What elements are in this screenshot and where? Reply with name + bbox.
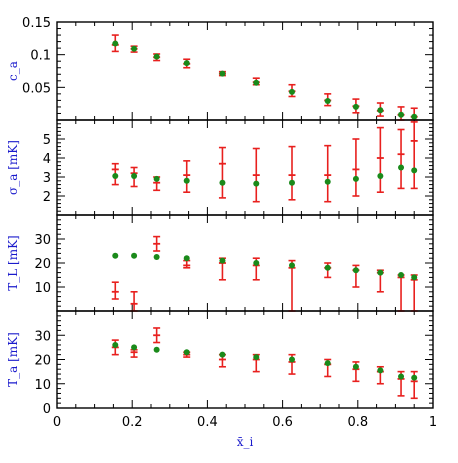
panel-3-ylabel: T_L [mK] — [6, 235, 20, 291]
panel-4-data-point — [183, 349, 190, 356]
panel-2-data-point — [253, 180, 260, 187]
panel-3-data-point — [112, 252, 119, 259]
x-axis-label: x̄_i — [237, 435, 254, 449]
panel-3-data-point — [289, 262, 295, 269]
panel-3-data-point — [219, 257, 226, 264]
panel-4-data-point — [112, 341, 119, 348]
xtick-label: 0.8 — [347, 415, 368, 430]
panel-2-data-point — [153, 175, 160, 182]
panel-2-data-point — [131, 173, 138, 180]
panel-2-ytick-label: 2 — [43, 190, 51, 205]
panel-3-data-point — [411, 274, 418, 281]
panel-4-data-point — [411, 374, 418, 381]
panel-4-data-point — [131, 344, 138, 351]
panel-2-data-point — [324, 178, 331, 185]
panel-2-frame — [56, 119, 434, 216]
panel-4-ytick-label: 10 — [34, 378, 51, 393]
panel-1-ytick-label: 0.1 — [30, 49, 51, 64]
panel-4-data-point — [352, 363, 359, 370]
xtick-label: 0.6 — [272, 415, 293, 430]
panel-4-data-point — [398, 373, 405, 380]
panel-2-ytick-label: 3 — [43, 171, 51, 186]
panel-4-frame — [56, 310, 434, 409]
panel-4-ytick-label: 30 — [34, 329, 51, 344]
panel-2-data-point — [398, 164, 405, 171]
panel-1-data-point — [411, 113, 418, 120]
panel-3-data-point — [153, 254, 160, 260]
xtick-label: 0.4 — [197, 415, 218, 430]
panel-2-ytick-label: 5 — [43, 133, 51, 148]
panel-1-data-point — [183, 60, 190, 67]
panel-3-ytick-label: 20 — [34, 257, 51, 272]
panel-2-data-point — [352, 175, 359, 182]
panel-1-ytick-label: 0.15 — [22, 16, 51, 31]
panel-3-frame — [56, 214, 434, 312]
panel-3-data-point — [183, 255, 190, 262]
panel-1-data-point — [153, 53, 160, 60]
panel-2-data-point — [112, 173, 119, 180]
panel-2-ylabel: σ_a [mK] — [6, 140, 20, 195]
panel-3-data-point — [324, 264, 331, 271]
panel-3-ytick-label: 30 — [34, 233, 51, 248]
panel-1-data-point — [219, 70, 226, 77]
panel-4-data-point — [324, 360, 331, 367]
panel-1-ylabel: c_a — [6, 61, 20, 81]
panel-2-data-point — [377, 173, 384, 180]
xtick-label: 0.2 — [122, 415, 143, 430]
panel-2-ytick-label: 4 — [43, 152, 51, 167]
panel-2-data-point — [289, 179, 295, 186]
panel-3-ytick-label: 10 — [34, 281, 51, 296]
panel-3-data-point — [377, 269, 384, 276]
panel-4-ylabel: T_a [mK] — [6, 332, 20, 387]
panel-4-data-point — [153, 346, 160, 353]
panel-1-data-point — [289, 88, 295, 95]
panel-1-data-point — [112, 40, 119, 47]
panel-1-ytick-label: 0.05 — [22, 81, 51, 96]
panel-4-ytick-label: 20 — [34, 354, 51, 369]
panel-1-data-point — [352, 103, 359, 110]
panel-4-data-point — [253, 354, 260, 361]
panel-1-data-point — [398, 111, 405, 118]
panel-1-frame — [56, 21, 434, 121]
panel-3-data-point — [352, 267, 359, 274]
xtick-label: 0 — [53, 415, 61, 430]
panel-1-data-point — [377, 107, 384, 114]
panel-4-data-point — [219, 351, 226, 358]
panel-4-data-point — [289, 356, 295, 363]
panel-3-data-point — [131, 252, 138, 259]
xtick-label: 1 — [429, 415, 437, 430]
panel-2-data-point — [219, 179, 226, 186]
panel-2-data-point — [411, 167, 418, 174]
panel-1-data-point — [131, 45, 138, 52]
panel-1-data-point — [324, 98, 331, 105]
panel-3-data-point — [398, 272, 405, 278]
panel-2-data-point — [183, 177, 190, 184]
panel-1-data-point — [253, 79, 260, 86]
panel-3-data-point — [253, 260, 260, 266]
panel-4-data-point — [377, 367, 384, 374]
panel-4-ytick-label: 0 — [43, 402, 51, 417]
